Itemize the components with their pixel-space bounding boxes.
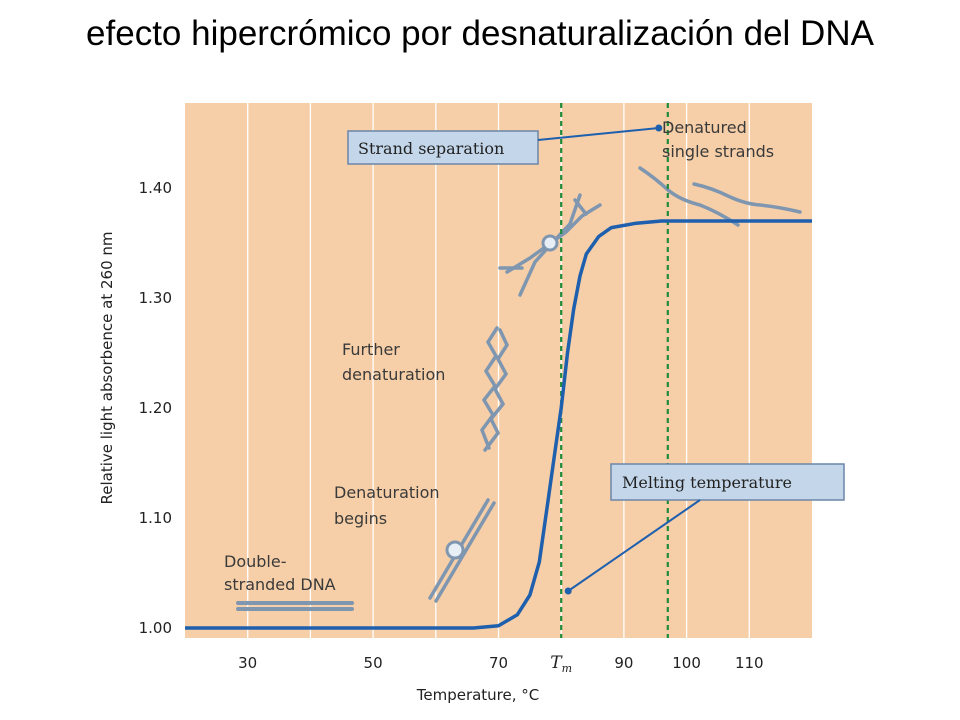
y-tick-label: 1.10 (139, 509, 172, 527)
y-tick-label: 1.20 (139, 399, 172, 417)
melting-temperature-box (610, 463, 845, 501)
denaturation-begins-strand-b (434, 501, 496, 603)
x-tick-label: 110 (735, 654, 764, 672)
series (185, 219, 812, 630)
x-tick-label: 70 (489, 654, 508, 672)
melting-temperature-pointer (567, 499, 701, 592)
separation-strand-ends (498, 198, 588, 270)
y-tick-label: 1.40 (139, 179, 172, 197)
x-tick-label: 100 (672, 654, 701, 672)
y-tick-label: 1.00 (139, 619, 172, 637)
note-double-line2: stranded DNA (224, 575, 336, 594)
melting-temperature-pointer-dot (564, 587, 572, 595)
y-tick-label: 1.30 (139, 289, 172, 307)
further-denaturation-strand-b (483, 328, 509, 452)
x-axis-label: Temperature, °C (416, 686, 540, 704)
single-strand-a (638, 166, 740, 227)
note-further-line1: Further (342, 340, 400, 359)
guide-lines (560, 103, 669, 638)
note-denatured-line1: Denatured (662, 118, 747, 137)
slide-title: efecto hipercrómico por desnaturalizació… (86, 14, 874, 53)
note-denatured-line2: single strands (662, 142, 774, 161)
denaturation-bubble (445, 540, 465, 560)
y-axis-label: Relative light absorbence at 260 nm (98, 231, 116, 504)
melting-temperature-label: Melting temperature (622, 473, 792, 492)
note-begins-line1: Denaturation (334, 483, 440, 502)
x-tick-label-tm: Tm (550, 653, 572, 675)
further-denaturation-strand-a (480, 326, 499, 450)
strand-separation-pointer (537, 127, 659, 141)
strand-separation-pointer-dot (655, 124, 663, 132)
note-double-line1: Double- (224, 552, 286, 571)
melting-curve (185, 219, 812, 630)
x-tick-label: 30 (238, 654, 257, 672)
dna-illustrations (236, 166, 802, 611)
strand-separation-label: Strand separation (358, 139, 504, 158)
single-strand-b (692, 182, 802, 214)
grid (247, 103, 750, 638)
x-ticks: 30 50 70 90 100 110 Tm (238, 653, 763, 675)
separation-bubble (541, 234, 559, 252)
note-further-line2: denaturation (342, 365, 445, 384)
note-begins-line2: begins (334, 509, 387, 528)
x-tick-label: 90 (614, 654, 633, 672)
callouts: Strand separation Melting temperature Dena… (224, 118, 845, 595)
y-ticks: 1.00 1.10 1.20 1.30 1.40 (139, 179, 172, 637)
x-tick-label: 50 (364, 654, 383, 672)
strand-separation-box (347, 130, 539, 165)
